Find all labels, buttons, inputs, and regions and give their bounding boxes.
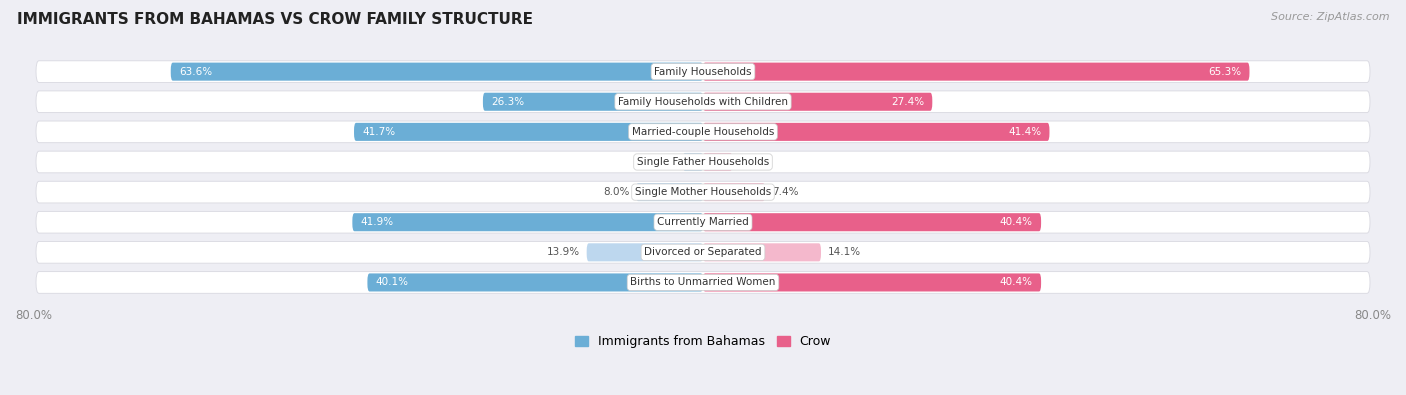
Text: IMMIGRANTS FROM BAHAMAS VS CROW FAMILY STRUCTURE: IMMIGRANTS FROM BAHAMAS VS CROW FAMILY S… (17, 12, 533, 27)
Text: Family Households: Family Households (654, 67, 752, 77)
Text: 13.9%: 13.9% (547, 247, 581, 257)
FancyBboxPatch shape (683, 153, 703, 171)
FancyBboxPatch shape (703, 273, 1040, 292)
FancyBboxPatch shape (353, 213, 703, 231)
FancyBboxPatch shape (37, 211, 1369, 233)
Text: Births to Unmarried Women: Births to Unmarried Women (630, 277, 776, 288)
Text: 8.0%: 8.0% (603, 187, 630, 197)
Text: Married-couple Households: Married-couple Households (631, 127, 775, 137)
FancyBboxPatch shape (482, 93, 703, 111)
Text: 27.4%: 27.4% (891, 97, 924, 107)
Text: 40.4%: 40.4% (1000, 217, 1033, 227)
Text: 41.7%: 41.7% (363, 127, 395, 137)
Text: Currently Married: Currently Married (657, 217, 749, 227)
Text: 40.4%: 40.4% (1000, 277, 1033, 288)
FancyBboxPatch shape (37, 241, 1369, 263)
Text: Single Father Households: Single Father Households (637, 157, 769, 167)
Text: 40.1%: 40.1% (375, 277, 409, 288)
Text: Source: ZipAtlas.com: Source: ZipAtlas.com (1271, 12, 1389, 22)
FancyBboxPatch shape (367, 273, 703, 292)
FancyBboxPatch shape (703, 213, 1040, 231)
FancyBboxPatch shape (703, 123, 1049, 141)
FancyBboxPatch shape (170, 62, 703, 81)
Text: Family Households with Children: Family Households with Children (619, 97, 787, 107)
FancyBboxPatch shape (354, 123, 703, 141)
FancyBboxPatch shape (37, 91, 1369, 113)
FancyBboxPatch shape (37, 121, 1369, 143)
Text: 63.6%: 63.6% (179, 67, 212, 77)
Text: Divorced or Separated: Divorced or Separated (644, 247, 762, 257)
Text: 41.4%: 41.4% (1008, 127, 1040, 137)
FancyBboxPatch shape (703, 183, 765, 201)
Text: 3.5%: 3.5% (740, 157, 765, 167)
FancyBboxPatch shape (703, 93, 932, 111)
Legend: Immigrants from Bahamas, Crow: Immigrants from Bahamas, Crow (569, 330, 837, 353)
Text: Single Mother Households: Single Mother Households (636, 187, 770, 197)
Text: 41.9%: 41.9% (361, 217, 394, 227)
FancyBboxPatch shape (37, 151, 1369, 173)
FancyBboxPatch shape (636, 183, 703, 201)
Text: 14.1%: 14.1% (828, 247, 860, 257)
Text: 2.4%: 2.4% (650, 157, 676, 167)
Text: 65.3%: 65.3% (1208, 67, 1241, 77)
FancyBboxPatch shape (37, 181, 1369, 203)
FancyBboxPatch shape (703, 243, 821, 261)
FancyBboxPatch shape (703, 153, 733, 171)
FancyBboxPatch shape (586, 243, 703, 261)
FancyBboxPatch shape (703, 62, 1250, 81)
FancyBboxPatch shape (37, 61, 1369, 83)
Text: 7.4%: 7.4% (772, 187, 799, 197)
FancyBboxPatch shape (37, 272, 1369, 293)
Text: 26.3%: 26.3% (491, 97, 524, 107)
